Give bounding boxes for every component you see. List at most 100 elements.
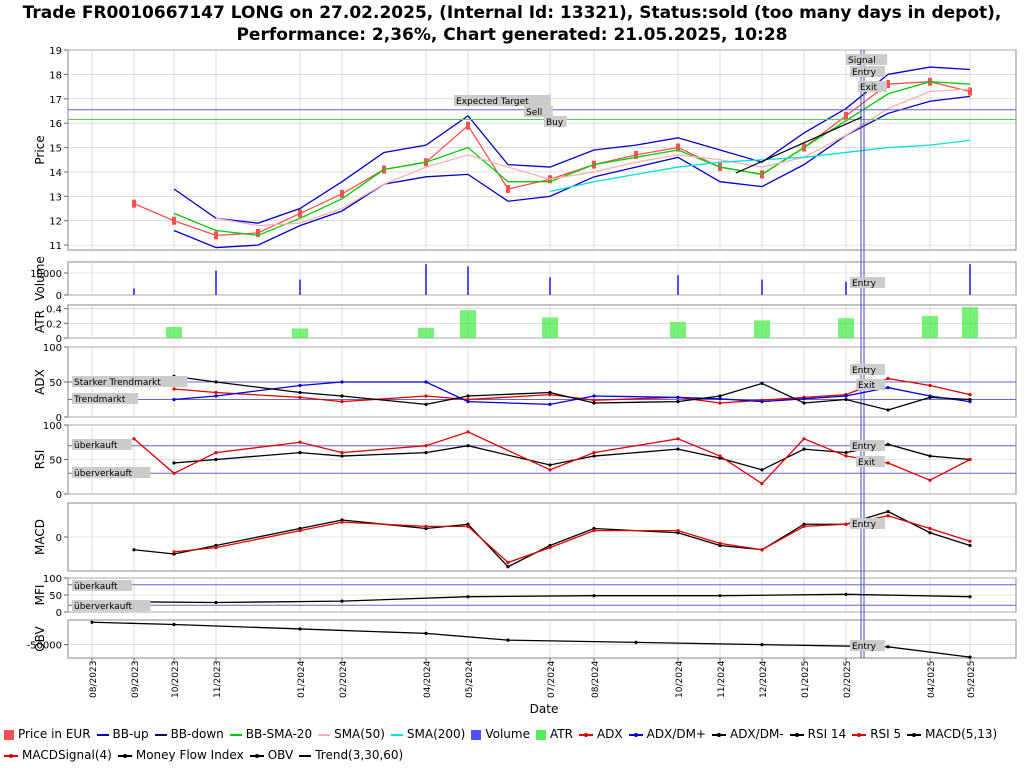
legend-label: BB-down bbox=[170, 727, 224, 741]
series-rsi-5-point bbox=[466, 430, 470, 434]
y-axis-label-obv: OBV bbox=[33, 625, 47, 651]
mfi-ueberverkauft-label: überverkauft bbox=[74, 602, 133, 612]
entry-label-bg bbox=[850, 66, 885, 77]
series-rsi-5-point bbox=[172, 471, 176, 475]
series-rsi-5-point bbox=[340, 451, 344, 455]
rsi-ueberverkauft-label: überverkauft bbox=[74, 469, 133, 479]
series-rsi-14-point bbox=[214, 457, 218, 462]
obv-entry-label-bg bbox=[850, 640, 885, 651]
series-adx-dm--point bbox=[802, 401, 806, 405]
y-tick-label: -50000 bbox=[27, 641, 62, 652]
legend-symbol bbox=[154, 733, 167, 736]
legend-symbol bbox=[628, 730, 643, 740]
series-obv-point bbox=[506, 638, 510, 642]
series-adx-point bbox=[928, 383, 932, 388]
mfi-ueberverkauft-label-bg bbox=[72, 600, 151, 611]
y-tick-label: 14 bbox=[49, 168, 62, 179]
legend-label: SMA(50) bbox=[334, 727, 385, 741]
series-sma-50- bbox=[215, 88, 971, 227]
legend-item: RSI 14 bbox=[789, 724, 846, 745]
y-tick-label: 0.2 bbox=[46, 319, 62, 330]
legend-item: Money Flow Index bbox=[117, 745, 244, 766]
x-tick-label: 02/2024 bbox=[339, 660, 349, 698]
legend-symbol bbox=[4, 751, 18, 761]
series-rsi-14-point bbox=[760, 468, 764, 472]
series-rsi-5-point bbox=[592, 451, 596, 455]
series-adx-dm--point bbox=[676, 400, 680, 404]
x-tick-label: 11/2024 bbox=[717, 660, 727, 698]
legend-item: ATR bbox=[535, 724, 573, 745]
adx-entry-label: Entry bbox=[852, 366, 877, 376]
legend-item: ADX/DM- bbox=[711, 724, 784, 745]
series-rsi-14-point bbox=[172, 461, 176, 465]
series-macdsignal-4--point bbox=[676, 529, 680, 533]
legend-label: ATR bbox=[549, 727, 573, 741]
y-tick-label: 50 bbox=[49, 378, 62, 389]
x-tick-label: 02/2025 bbox=[843, 661, 853, 698]
mfi-ueberkauft-label-bg bbox=[72, 580, 132, 591]
series-adx-point bbox=[592, 398, 596, 402]
series-adx-dm- bbox=[173, 381, 971, 406]
legend-item: ADX bbox=[578, 724, 623, 745]
series-adx-point bbox=[424, 394, 428, 398]
atr-bar bbox=[838, 318, 854, 338]
volume-entry-label-bg bbox=[850, 277, 885, 288]
series-macdsignal-4--point bbox=[214, 546, 218, 550]
legend-label: MACD(5,13) bbox=[925, 727, 998, 741]
chart-legend: Price in EUR BB-up BB-down BB-SMA-20 SMA(50)… bbox=[4, 724, 1020, 766]
series-macdsignal-4--point bbox=[466, 524, 470, 528]
y-tick-label: 0 bbox=[56, 291, 62, 302]
series-obv-point bbox=[760, 642, 764, 647]
x-tick-label: 09/2023 bbox=[131, 661, 141, 698]
series-rsi-5-point bbox=[802, 437, 806, 441]
expected-target-label: Expected Target bbox=[456, 97, 529, 107]
legend-symbol bbox=[4, 729, 14, 740]
starker-trendmarkt-label-bg bbox=[72, 376, 188, 387]
series-adx-dm--point bbox=[214, 380, 218, 384]
legend-item: SMA(200) bbox=[390, 724, 465, 745]
indicator-chart: 08/2023 09/2023 10/2023 11/2023 01/2024 02/20… bbox=[27, 46, 1017, 716]
legend-label: ADX bbox=[596, 727, 623, 741]
series-adx-point bbox=[718, 401, 722, 405]
macd-entry-label-bg bbox=[850, 518, 885, 529]
series-macd-5-13--point bbox=[132, 548, 136, 552]
series-rsi-14-point bbox=[928, 454, 932, 458]
volume-bar bbox=[761, 279, 763, 295]
x-tick-label: 01/2024 bbox=[297, 660, 307, 698]
legend-label: Volume bbox=[485, 727, 530, 741]
y-axis-label-atr: ATR bbox=[33, 310, 47, 333]
sell-label-bg bbox=[524, 106, 553, 117]
buy-label-bg bbox=[544, 116, 567, 127]
atr-bar bbox=[962, 307, 978, 338]
series-rsi-5-point bbox=[928, 478, 932, 482]
series-money-flow-index-point bbox=[214, 600, 218, 605]
atr-bar bbox=[460, 310, 476, 338]
volume-bar bbox=[467, 266, 469, 295]
series-sma-200- bbox=[549, 139, 971, 193]
rsi-exit-label-bg bbox=[856, 456, 885, 467]
series-adx-point bbox=[298, 395, 302, 399]
series-adx-dm--point bbox=[718, 394, 722, 398]
legend-symbol bbox=[229, 733, 242, 736]
series-rsi-14-point bbox=[340, 454, 344, 458]
series-adx-dm--point bbox=[172, 397, 176, 402]
x-axis-label: Date bbox=[530, 702, 559, 716]
series-rsi-14-point bbox=[802, 447, 806, 451]
y-tick-label: 100 bbox=[43, 574, 62, 585]
volume-bar bbox=[969, 264, 971, 295]
legend-symbol bbox=[789, 730, 804, 740]
legend-item: Volume bbox=[471, 724, 530, 745]
y-tick-label: 12 bbox=[49, 217, 62, 228]
series-adx-dm--point bbox=[548, 390, 552, 395]
legend-label: ADX/DM- bbox=[729, 727, 784, 741]
series-adx-dm--point bbox=[592, 394, 596, 398]
legend-item: BB-up bbox=[96, 724, 149, 745]
series-adx-dm--point bbox=[298, 390, 302, 395]
series-rsi-5-point bbox=[968, 457, 972, 462]
series-adx-dm--point bbox=[424, 402, 428, 406]
legend-symbol bbox=[535, 729, 546, 740]
series-rsi-5-point bbox=[886, 461, 890, 465]
volume-bar bbox=[215, 270, 217, 295]
y-tick-label: 100 bbox=[43, 421, 62, 432]
legend-symbol bbox=[318, 733, 331, 736]
